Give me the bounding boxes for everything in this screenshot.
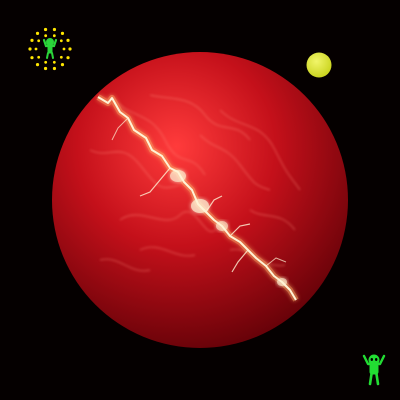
- sun-badge-dot: [59, 55, 63, 59]
- sun-badge-dot: [52, 27, 57, 32]
- sun-badge-dot: [43, 27, 48, 32]
- sun-badge-dot: [52, 66, 57, 71]
- sun-badge-figure: [42, 38, 58, 59]
- sun-badge-dot: [43, 66, 48, 71]
- alien-figure: [362, 354, 386, 386]
- sun-badge-dot: [30, 38, 34, 42]
- sun-badge-dot: [62, 47, 66, 51]
- sun-badge-dot: [66, 56, 70, 60]
- sun-badge-dot: [44, 34, 48, 38]
- sun-badge-dot: [37, 55, 41, 59]
- moon[interactable]: [305, 51, 333, 79]
- sun-badge-dot: [44, 60, 48, 64]
- sun-badge-dots: [28, 27, 72, 71]
- planet-crack: [96, 94, 299, 302]
- planet[interactable]: [52, 52, 348, 348]
- moon-body: [306, 52, 332, 78]
- sun-badge-dot: [37, 39, 41, 43]
- sun-badge-dot: [59, 39, 63, 43]
- sun-badge-dot: [28, 47, 32, 51]
- sun-badge-dot: [68, 47, 72, 51]
- sun-badge-dot: [52, 34, 56, 38]
- planet-surface-veins: [89, 94, 301, 272]
- sun-badge-dot: [60, 63, 65, 67]
- sun-badge-dot: [35, 31, 40, 35]
- sun-badge-dot: [52, 60, 56, 64]
- radiant-figure-icon[interactable]: [27, 26, 73, 72]
- sun-badge-dot: [35, 63, 40, 67]
- sun-badge-dot: [34, 47, 38, 51]
- green-alien-figure-icon[interactable]: [360, 352, 388, 386]
- sun-badge-dot: [30, 56, 34, 60]
- sun-badge-dot: [60, 31, 65, 35]
- sun-badge-dot: [66, 38, 70, 42]
